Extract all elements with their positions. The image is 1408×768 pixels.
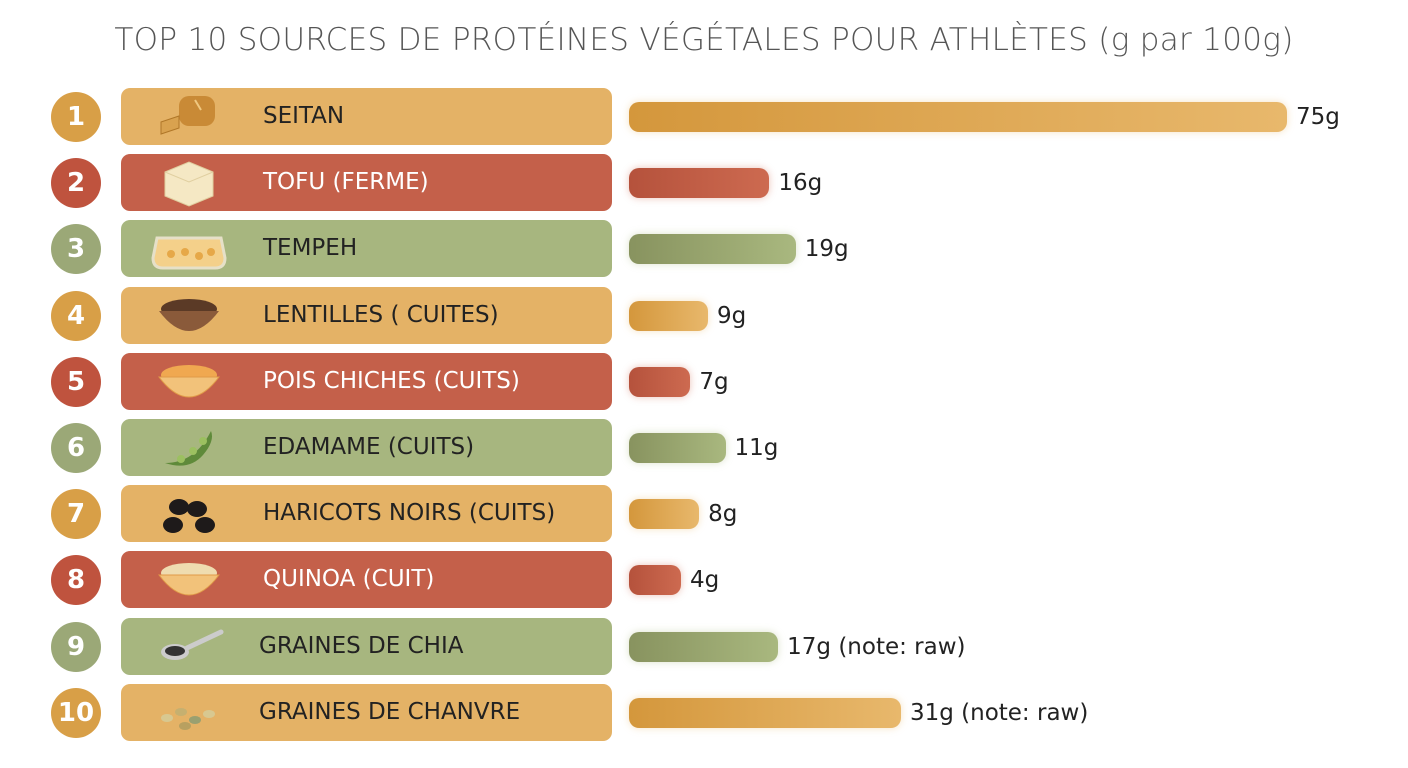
bar [629,300,708,331]
chart-row: 3 TEMPEH 19g [0,220,1408,278]
bar [629,565,681,596]
category-label: SEITAN [263,103,345,129]
value-label: 11g [734,435,779,461]
chart-row: 4 LENTILLES ( CUITES) 9g [0,286,1408,345]
bar [629,234,796,265]
chart-row: 1 SEITAN 75g [0,88,1408,146]
category-label: LENTILLES ( CUITES) [263,301,499,328]
rank-badge: 4 [51,290,101,341]
value-label: 75g [1296,104,1340,130]
category-box: POIS CHICHES (CUITS) [121,352,612,410]
category-box: EDAMAME (CUITS) [121,419,612,476]
category-box: QUINOA (CUIT) [121,551,612,609]
black-beans-icon [151,489,227,539]
chart-row: 6 EDAMAME (CUITS) 11g [0,419,1408,477]
chart-row: 10 GRAINES DE CHANVRE 31g (note: raw) [0,683,1408,742]
category-label: TEMPEH [263,235,358,262]
bar [629,697,901,728]
category-label: QUINOA (CUIT) [263,566,435,593]
value-label: 16g [778,170,823,197]
bar [629,433,726,463]
category-box: TOFU (FERME) [121,154,612,212]
category-box: SEITAN [121,88,612,145]
value-label: 4g [690,567,720,594]
rank-badge: 8 [51,555,101,606]
rank-badge: 5 [51,356,101,407]
value-label: 7g [699,368,729,395]
category-label: EDAMAME (CUITS) [263,434,475,460]
category-label: POIS CHICHES (CUITS) [263,367,520,394]
category-box: HARICOTS NOIRS (CUITS) [121,485,612,543]
rank-badge: 10 [51,687,101,738]
chart-row: 2 TOFU (FERME) 16g [0,154,1408,212]
value-label: 31g (note: raw) [909,699,1089,726]
category-label: TOFU (FERME) [263,169,429,196]
rank-badge: 2 [51,158,101,209]
chart-row: 7 HARICOTS NOIRS (CUITS) 8g [0,485,1408,543]
value-label: 8g [708,501,738,528]
category-box: GRAINES DE CHIA [121,617,612,675]
category-label: GRAINES DE CHANVRE [259,698,521,725]
hemp-seeds-icon [151,688,227,738]
category-label: GRAINES DE CHIA [259,632,464,659]
chart-row: 9 GRAINES DE CHIA 17g (note: raw) [0,617,1408,676]
chart-row: 5 POIS CHICHES (CUITS) 7g [0,352,1408,411]
chickpea-bowl-icon [151,357,227,407]
bar [629,631,779,662]
rank-badge: 1 [51,92,101,142]
value-label: 19g [804,236,849,263]
chart-title: TOP 10 SOURCES DE PROTÉINES VÉGÉTALES PO… [114,22,1294,58]
rank-badge: 6 [51,423,101,473]
chart-row: 8 QUINOA (CUIT) 4g [0,551,1408,609]
bar [629,102,1287,132]
rank-badge: 7 [51,489,101,540]
category-box: TEMPEH [121,220,612,278]
bar [629,499,700,530]
edamame-pod-icon [151,423,227,473]
quinoa-bowl-icon [151,555,227,605]
category-box: GRAINES DE CHANVRE [121,683,612,741]
tempeh-block-icon [151,224,227,274]
lentil-bowl-icon [151,291,227,341]
value-label: 17g (note: raw) [787,633,966,660]
bar [629,366,691,397]
bar [629,168,770,199]
chia-spoon-icon [151,622,227,672]
category-label: HARICOTS NOIRS (CUITS) [263,500,556,527]
rank-badge: 3 [51,224,101,275]
category-box: LENTILLES ( CUITES) [121,286,612,344]
tofu-cube-icon [151,158,227,208]
rank-badge: 9 [51,621,101,672]
value-label: 9g [716,302,747,329]
bread-loaf-icon [151,92,227,142]
